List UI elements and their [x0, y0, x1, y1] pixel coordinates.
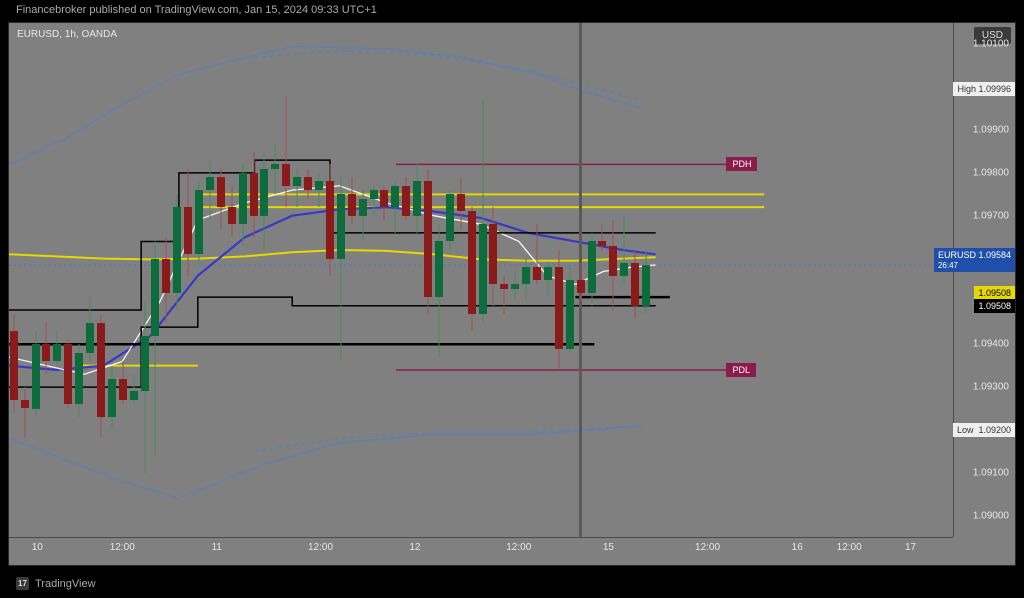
candle[interactable]	[631, 23, 639, 537]
candle[interactable]	[260, 23, 268, 537]
candle[interactable]	[141, 23, 149, 537]
y-tick: 1.09000	[973, 510, 1009, 521]
candle[interactable]	[195, 23, 203, 537]
candle[interactable]	[271, 23, 279, 537]
candle[interactable]	[228, 23, 236, 537]
candle[interactable]	[566, 23, 574, 537]
x-tick: 12:00	[506, 542, 531, 553]
candle[interactable]	[489, 23, 497, 537]
candle[interactable]	[184, 23, 192, 537]
candle[interactable]	[32, 23, 40, 537]
candle[interactable]	[217, 23, 225, 537]
candle[interactable]	[282, 23, 290, 537]
candle[interactable]	[130, 23, 138, 537]
candle[interactable]	[42, 23, 50, 537]
candle[interactable]	[424, 23, 432, 537]
candle[interactable]	[293, 23, 301, 537]
candle[interactable]	[162, 23, 170, 537]
tradingview-icon: 17	[16, 577, 29, 590]
candle[interactable]	[250, 23, 258, 537]
y-tick: 1.09100	[973, 467, 1009, 478]
candle[interactable]	[446, 23, 454, 537]
y-tick: 1.09400	[973, 339, 1009, 350]
level-label: PDH	[726, 157, 757, 171]
candle[interactable]	[642, 23, 650, 537]
y-tick: 1.09800	[973, 167, 1009, 178]
candle[interactable]	[21, 23, 29, 537]
x-tick: 11	[211, 542, 221, 553]
candle[interactable]	[10, 23, 18, 537]
y-tick: 1.09900	[973, 125, 1009, 136]
candle[interactable]	[479, 23, 487, 537]
candle[interactable]	[522, 23, 530, 537]
publish-header: Financebroker published on TradingView.c…	[16, 4, 377, 16]
candle[interactable]	[348, 23, 356, 537]
x-tick: 17	[905, 542, 916, 553]
candle[interactable]	[97, 23, 105, 537]
candle[interactable]	[555, 23, 563, 537]
y-tick: 1.09300	[973, 382, 1009, 393]
x-tick: 12:00	[110, 542, 135, 553]
candle[interactable]	[64, 23, 72, 537]
candle[interactable]	[326, 23, 334, 537]
candle[interactable]	[239, 23, 247, 537]
candle[interactable]	[53, 23, 61, 537]
y-axis[interactable]: USD 1.101001.099001.098001.097001.095001…	[953, 23, 1015, 537]
candle[interactable]	[457, 23, 465, 537]
x-axis[interactable]: 10 12:00 11 12:00 12 12:00 15 12:00 16 12:00 17	[9, 537, 953, 565]
candle[interactable]	[119, 23, 127, 537]
chart-plot[interactable]: PDH PDL	[9, 23, 953, 537]
candle[interactable]	[391, 23, 399, 537]
x-tick: 12:00	[837, 542, 862, 553]
candle[interactable]	[380, 23, 388, 537]
price-badge: Low 1.09200	[953, 423, 1015, 437]
x-tick: 12	[409, 542, 420, 553]
price-badge: High 1.09996	[953, 82, 1015, 96]
candle[interactable]	[533, 23, 541, 537]
candle[interactable]	[151, 23, 159, 537]
candle[interactable]	[173, 23, 181, 537]
candle[interactable]	[500, 23, 508, 537]
candle[interactable]	[370, 23, 378, 537]
chart-frame[interactable]: EURUSD, 1h, OANDA PDHPDL USD 1.101001.09…	[8, 22, 1016, 566]
candle[interactable]	[304, 23, 312, 537]
x-tick: 12:00	[308, 542, 333, 553]
candle[interactable]	[337, 23, 345, 537]
candle[interactable]	[435, 23, 443, 537]
x-tick: 12:00	[695, 542, 720, 553]
candle[interactable]	[544, 23, 552, 537]
candle[interactable]	[413, 23, 421, 537]
y-tick: 1.09700	[973, 210, 1009, 221]
candle[interactable]	[577, 23, 585, 537]
level-label: PDL	[726, 363, 756, 377]
candle[interactable]	[468, 23, 476, 537]
candle[interactable]	[511, 23, 519, 537]
candle[interactable]	[359, 23, 367, 537]
price-badge: 1.09508	[974, 299, 1015, 313]
y-tick: 1.10100	[973, 39, 1009, 50]
footer-brand: TradingView	[35, 578, 96, 590]
candle[interactable]	[108, 23, 116, 537]
candle[interactable]	[620, 23, 628, 537]
candle[interactable]	[609, 23, 617, 537]
footer: 17 TradingView	[16, 577, 96, 590]
candle[interactable]	[75, 23, 83, 537]
x-tick: 15	[603, 542, 614, 553]
x-tick: 10	[32, 542, 43, 553]
price-badge: EURUSD 1.0958426:47	[934, 248, 1015, 272]
candle[interactable]	[206, 23, 214, 537]
x-tick: 16	[792, 542, 803, 553]
candle[interactable]	[588, 23, 596, 537]
root: Financebroker published on TradingView.c…	[0, 0, 1024, 598]
candle[interactable]	[598, 23, 606, 537]
candle[interactable]	[402, 23, 410, 537]
candle[interactable]	[315, 23, 323, 537]
candle[interactable]	[86, 23, 94, 537]
